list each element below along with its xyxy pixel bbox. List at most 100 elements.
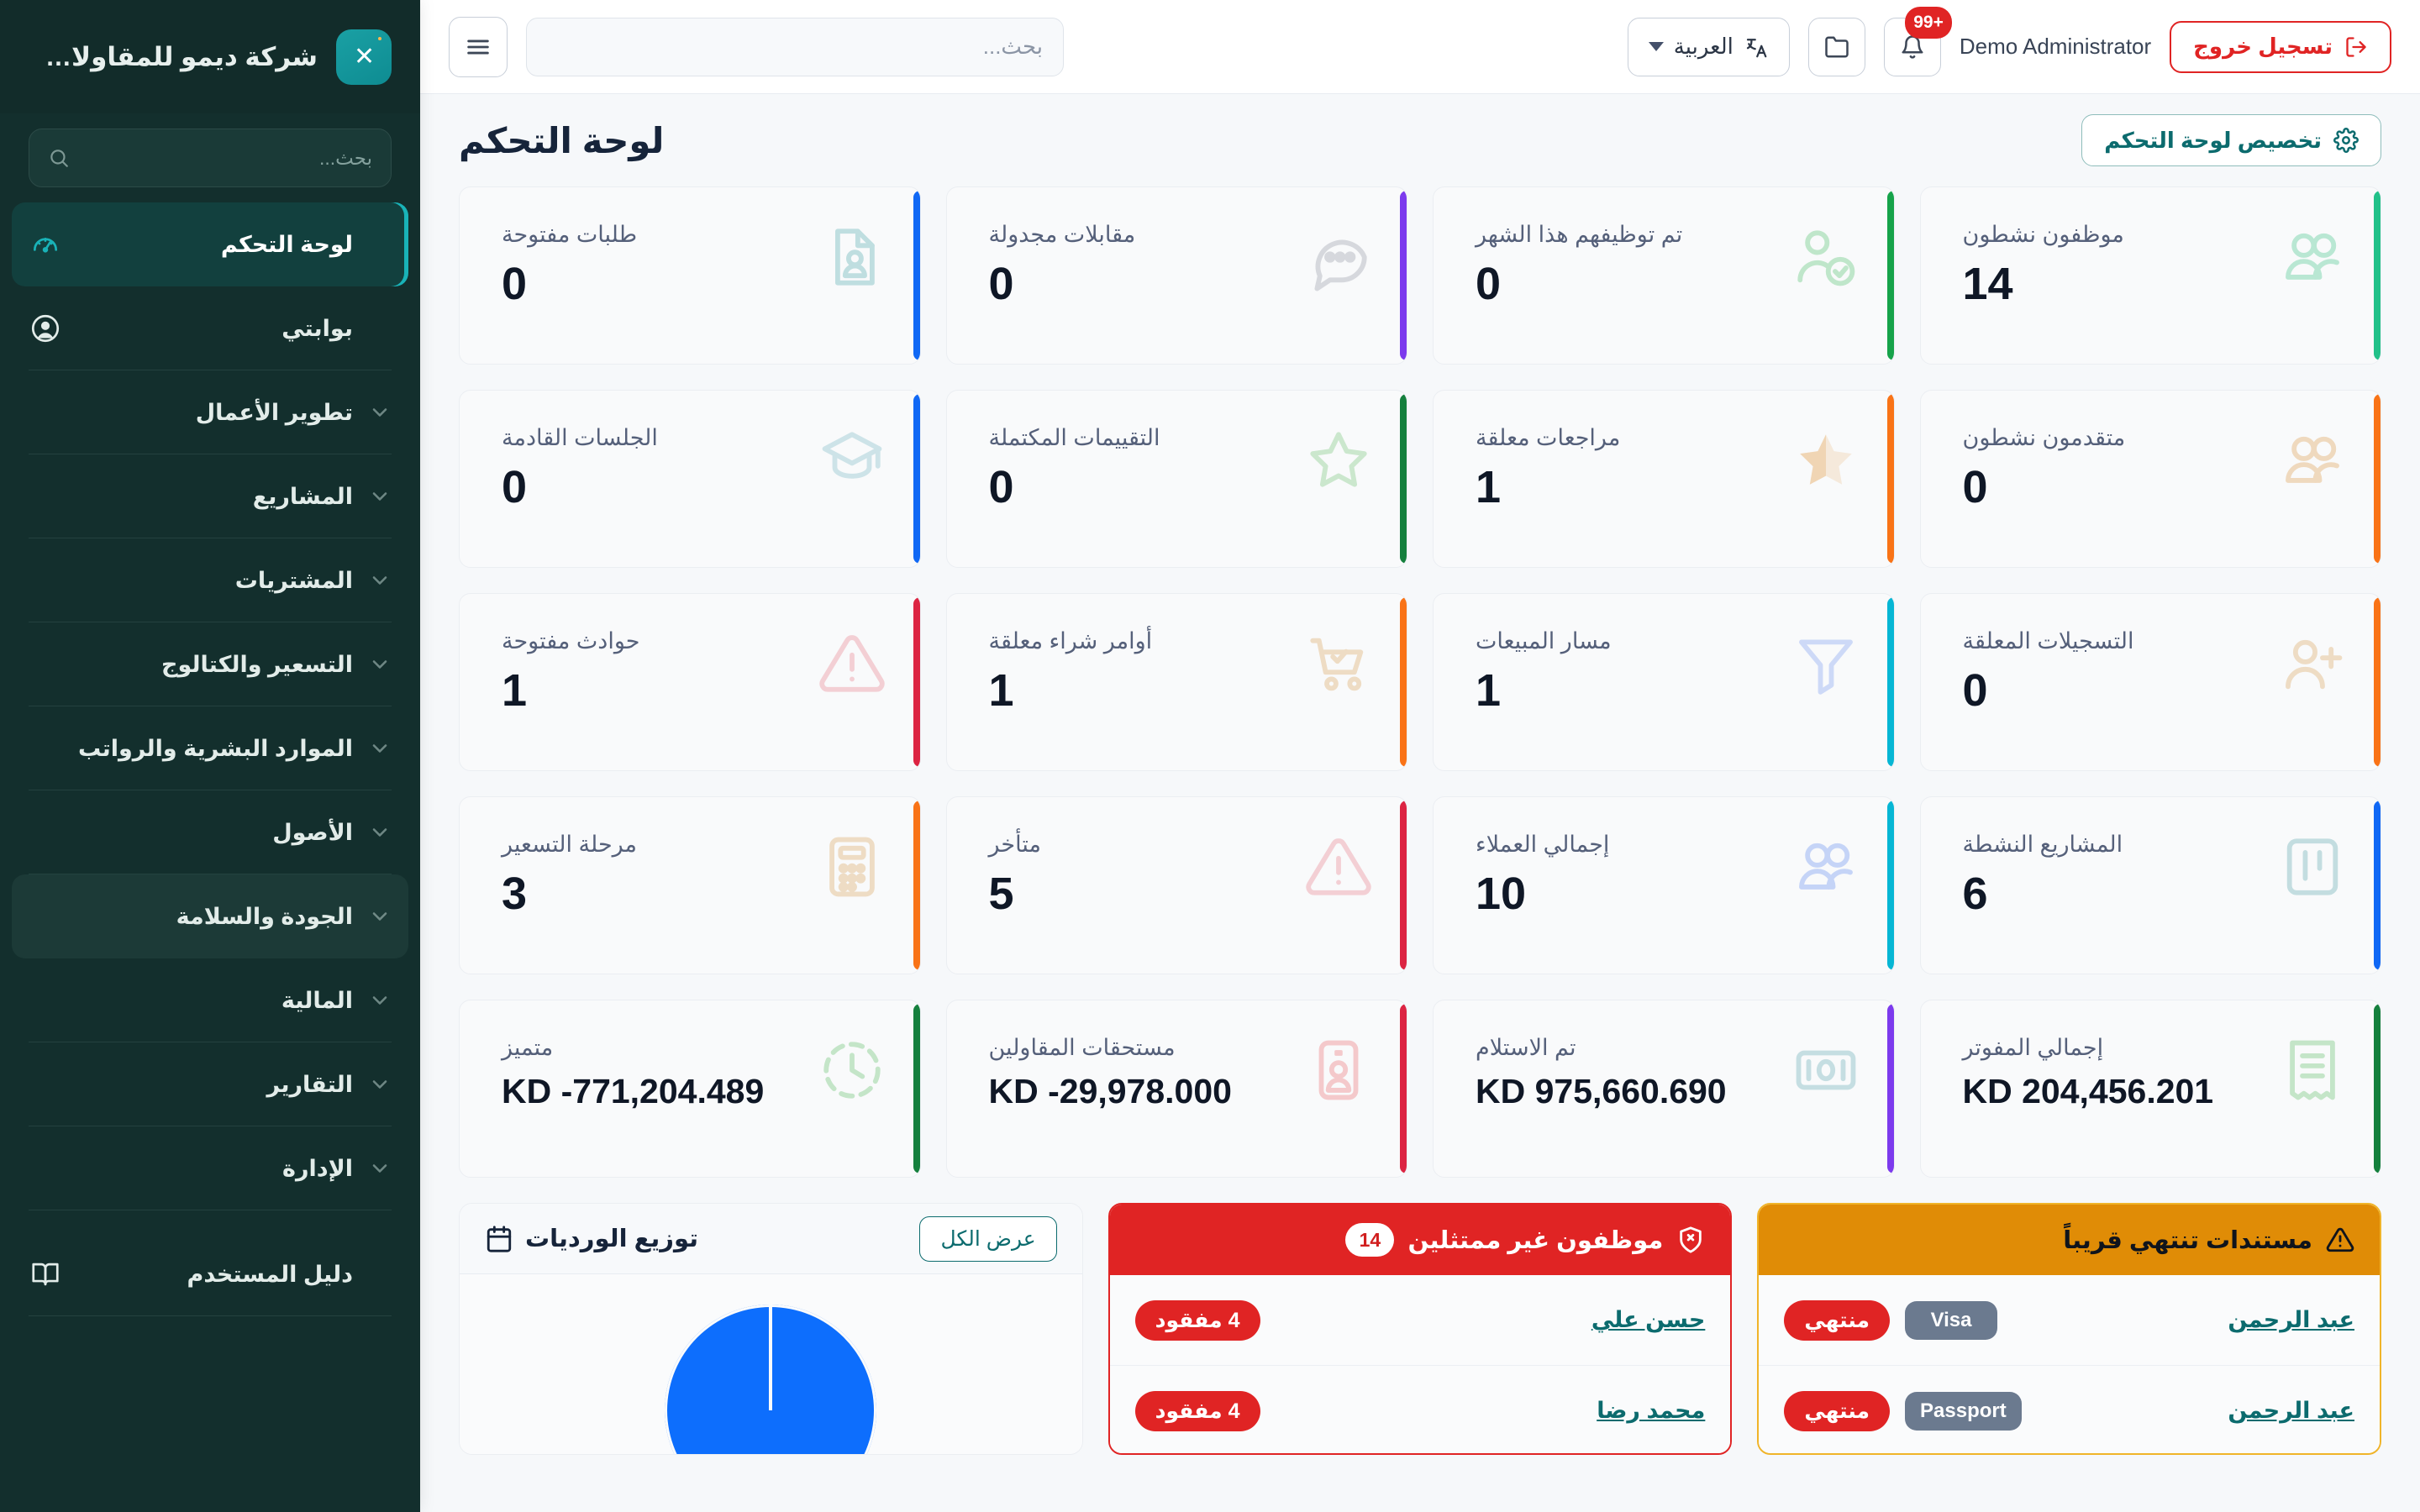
sidebar-item-12[interactable]: الإدارة (0, 1126, 420, 1210)
shift-distribution-panel: عرض الكل توزيع الورديات (459, 1203, 1083, 1455)
sidebar-item-13[interactable]: دليل المستخدم (0, 1232, 420, 1316)
kpi-icon (1783, 223, 1860, 300)
sidebar-item-2[interactable]: بوابتي (0, 286, 420, 370)
kpi-icon (809, 426, 886, 503)
sidebar-header: ✕ شركة ديمو للمقاولات ... (0, 0, 420, 113)
noncompliant-row[interactable]: حسن علي 4 مفقود (1109, 1275, 1731, 1366)
kpi-card[interactable]: إجمالي المفوتر KD 204,456.201 (1919, 1000, 2381, 1178)
kpi-card[interactable]: أوامر شراء معلقة 1 (945, 593, 1407, 771)
sidebar-item-8[interactable]: الأصول (0, 790, 420, 874)
missing-badge: 4 مفقود (1134, 1299, 1260, 1341)
view-all-button[interactable]: عرض الكل (919, 1215, 1057, 1262)
employee-link[interactable]: عبد الرحمن (2228, 1398, 2354, 1423)
noncompliant-row[interactable]: محمد رضا 4 مفقود (1110, 1366, 1731, 1453)
sidebar-item-1[interactable]: لوحة التحكم (12, 202, 408, 286)
kpi-accent-bar (913, 1004, 920, 1173)
kpi-card[interactable]: موظفون نشطون 14 (1919, 186, 2381, 365)
kpi-icon (809, 832, 886, 910)
kpi-text: حوادث مفتوحة 1 (493, 628, 809, 713)
kpi-card[interactable]: المشاريع النشطة 6 (1919, 796, 2381, 974)
kpi-accent-bar (2374, 801, 2381, 970)
kpi-text: مرحلة التسعير 3 (493, 832, 809, 916)
folder-icon (1825, 36, 1849, 57)
employee-link[interactable]: عبد الرحمن (2228, 1307, 2354, 1332)
sidebar-item-label: الجودة والسلامة (176, 903, 353, 929)
kpi-card[interactable]: تم الاستلام KD 975,660.690 (1433, 1000, 1895, 1178)
search-input[interactable] (547, 34, 1043, 60)
sidebar-item-3[interactable]: تطوير الأعمال (0, 370, 420, 454)
kpi-card[interactable]: مقابلات مجدولة 0 (945, 186, 1407, 365)
sidebar-item-label: الموارد البشرية والرواتب (77, 735, 353, 761)
kpi-accent-bar (1886, 1004, 1894, 1173)
notifications-button[interactable]: +99 (1883, 6, 1952, 76)
logout-icon (2346, 36, 2366, 57)
kpi-card[interactable]: حوادث مفتوحة 1 (459, 593, 921, 771)
kpi-card[interactable]: مرحلة التسعير 3 (459, 796, 921, 974)
kpi-card[interactable]: مسار المبيعات 1 (1433, 593, 1895, 771)
kpi-value: 0 (502, 461, 528, 512)
kpi-text: مسار المبيعات 1 (1467, 628, 1783, 713)
kpi-card[interactable]: متأخر 5 (945, 796, 1407, 974)
sidebar: ✕ شركة ديمو للمقاولات ... لوحة التحكم بوا… (0, 0, 420, 1512)
sidebar-item-5[interactable]: المشتريات (0, 538, 420, 622)
kpi-value: KD -29,978.000 (988, 1071, 1232, 1110)
kpi-text: مراجعات معلقة 1 (1467, 425, 1783, 510)
kanban-icon (2286, 838, 2338, 895)
panels-row: عرض الكل توزيع الورديات (459, 1203, 2381, 1455)
kpi-card[interactable]: متميز KD -771,204.489 (459, 1000, 921, 1178)
sidebar-item-4[interactable]: المشاريع (0, 454, 420, 538)
kpi-accent-bar (1400, 597, 1407, 767)
kpi-value: 0 (1962, 664, 1988, 716)
kpi-card[interactable]: التسجيلات المعلقة 0 (1919, 593, 2381, 771)
kpi-text: موظفون نشطون 14 (1954, 222, 2270, 307)
employee-link[interactable]: محمد رضا (1597, 1398, 1706, 1423)
notifications-badge: +99 (1905, 6, 1952, 39)
menu-toggle-button[interactable] (449, 16, 508, 77)
kpi-value: 10 (1476, 868, 1527, 919)
kpi-card[interactable]: تم توظيفهم هذا الشهر 0 (1433, 186, 1895, 365)
expiring-document-row[interactable]: عبد الرحمن Visa منتهي (1759, 1275, 2380, 1366)
kpi-card[interactable]: طلبات مفتوحة 0 (459, 186, 921, 365)
kpi-text: متقدمون نشطون 0 (1954, 425, 2270, 512)
logout-button[interactable]: تسجيل خروج (2170, 20, 2391, 73)
kpi-card[interactable]: مستحقات المقاولين KD -29,978.000 (945, 1000, 1407, 1178)
expiring-panel-header: مستندات تنتهي قريباً (1759, 1205, 2380, 1275)
kpi-value: 0 (988, 258, 1014, 309)
sidebar-item-10[interactable]: المالية (0, 958, 420, 1042)
kpi-accent-bar (1886, 801, 1894, 970)
sidebar-item-9[interactable]: الجودة والسلامة (12, 874, 408, 958)
sidebar-item-7[interactable]: الموارد البشرية والرواتب (0, 706, 420, 790)
kpi-card[interactable]: الجلسات القادمة 0 (459, 390, 921, 568)
kpi-accent-bar (2374, 191, 2381, 360)
kpi-label: تم الاستلام (1476, 1035, 1576, 1060)
expiring-document-row[interactable]: عبد الرحمن Passport منتهي (1759, 1366, 2380, 1453)
kpi-accent-bar (913, 597, 920, 767)
chevron-down-icon (368, 821, 392, 844)
files-button[interactable] (1807, 17, 1865, 76)
sidebar-item-label: المشاريع (252, 483, 353, 509)
kpi-card[interactable]: مراجعات معلقة 1 (1433, 390, 1895, 568)
customize-dashboard-button[interactable]: تخصيص لوحة التحكم (2081, 114, 2381, 166)
sidebar-item-label: المالية (281, 987, 353, 1013)
page-header: تخصيص لوحة التحكم لوحة التحكم (420, 94, 2420, 186)
chevron-down-icon (368, 485, 392, 508)
language-selector[interactable]: العربية (1627, 17, 1790, 76)
kpi-card[interactable]: التقييمات المكتملة 0 (945, 390, 1407, 568)
employee-link[interactable]: حسن علي (1591, 1307, 1706, 1332)
kpi-text: التقييمات المكتملة 0 (981, 425, 1297, 510)
sidebar-search[interactable] (29, 129, 392, 187)
contact-card-icon (1318, 1040, 1359, 1100)
global-search[interactable] (526, 17, 1064, 76)
kpi-value: 0 (1962, 461, 1988, 512)
chevron-down-icon (368, 989, 392, 1012)
logo-glyph: ✕ (353, 42, 375, 71)
kpi-card[interactable]: إجمالي العملاء 10 (1433, 796, 1895, 974)
sidebar-item-11[interactable]: التقارير (0, 1042, 420, 1126)
sidebar-item-6[interactable]: التسعير والكتالوج (0, 622, 420, 706)
kpi-card[interactable]: متقدمون نشطون 0 (1919, 390, 2381, 568)
kpi-accent-bar (1886, 394, 1894, 564)
sidebar-search-input[interactable] (82, 146, 372, 170)
status-badge: منتهي (1784, 1299, 1891, 1341)
users-icon (2286, 233, 2339, 280)
kpi-accent-bar (1400, 801, 1407, 970)
